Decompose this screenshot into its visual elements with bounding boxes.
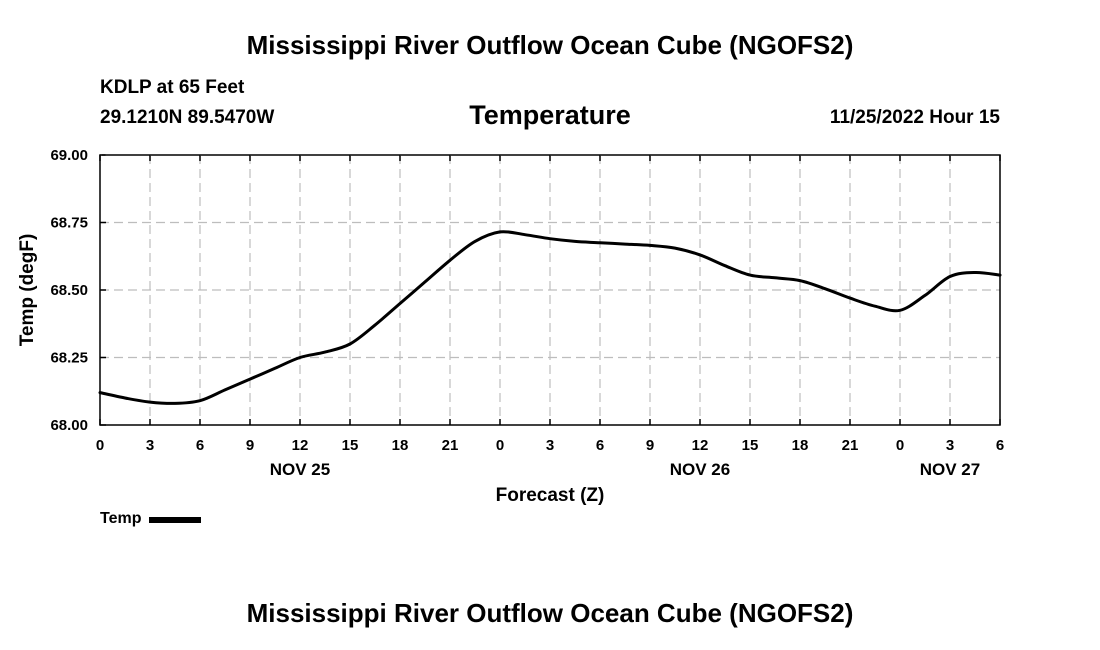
y-tick-label: 68.50 — [50, 282, 88, 299]
x-tick-label: 12 — [692, 437, 709, 454]
x-tick-label: 21 — [842, 437, 859, 454]
y-tick-label: 68.75 — [50, 215, 88, 232]
y-tick-label: 69.00 — [50, 147, 88, 164]
x-tick-label: 9 — [246, 437, 254, 454]
footer-title: Mississippi River Outflow Ocean Cube (NG… — [246, 598, 854, 628]
legend-label: Temp — [100, 510, 142, 527]
day-label: NOV 26 — [670, 460, 730, 479]
x-tick-label: 3 — [546, 437, 554, 454]
x-tick-label: 6 — [196, 437, 204, 454]
x-tick-label: 6 — [996, 437, 1004, 454]
x-tick-label: 0 — [496, 437, 504, 454]
x-tick-label: 15 — [742, 437, 759, 454]
x-tick-label: 18 — [792, 437, 809, 454]
x-tick-label: 9 — [646, 437, 654, 454]
plot-frame — [99, 154, 1001, 426]
x-tick-label: 21 — [442, 437, 459, 454]
day-label: NOV 25 — [270, 460, 330, 479]
x-tick-label: 18 — [392, 437, 409, 454]
y-tick-label: 68.25 — [50, 350, 88, 367]
page-title: Mississippi River Outflow Ocean Cube (NG… — [246, 30, 854, 60]
x-axis-label: Forecast (Z) — [496, 485, 605, 506]
station-label: KDLP at 65 Feet — [100, 77, 245, 98]
axis-labels: 0 3 6 9 12 15 18 21 0 3 6 9 12 15 18 21 0 3 6 68.00 68.25 68.… — [50, 147, 1004, 479]
x-tick-label: 0 — [96, 437, 104, 454]
legend: Temp — [100, 510, 202, 528]
x-tick-label: 0 — [896, 437, 904, 454]
chart-title: Temperature — [469, 100, 631, 130]
x-tick-label: 6 — [596, 437, 604, 454]
temp-series-line — [98, 230, 1002, 405]
x-tick-label: 15 — [342, 437, 359, 454]
y-tick-label: 68.00 — [50, 417, 88, 434]
y-axis-label: Temp (degF) — [17, 234, 38, 347]
timestamp: 11/25/2022 Hour 15 — [829, 107, 1000, 128]
day-label: NOV 27 — [920, 460, 980, 479]
station-coordinates: 29.1210N 89.5470W — [100, 107, 275, 128]
legend-swatch — [149, 517, 202, 523]
x-tick-label: 12 — [292, 437, 309, 454]
x-tick-label: 3 — [946, 437, 954, 454]
x-tick-label: 3 — [146, 437, 154, 454]
